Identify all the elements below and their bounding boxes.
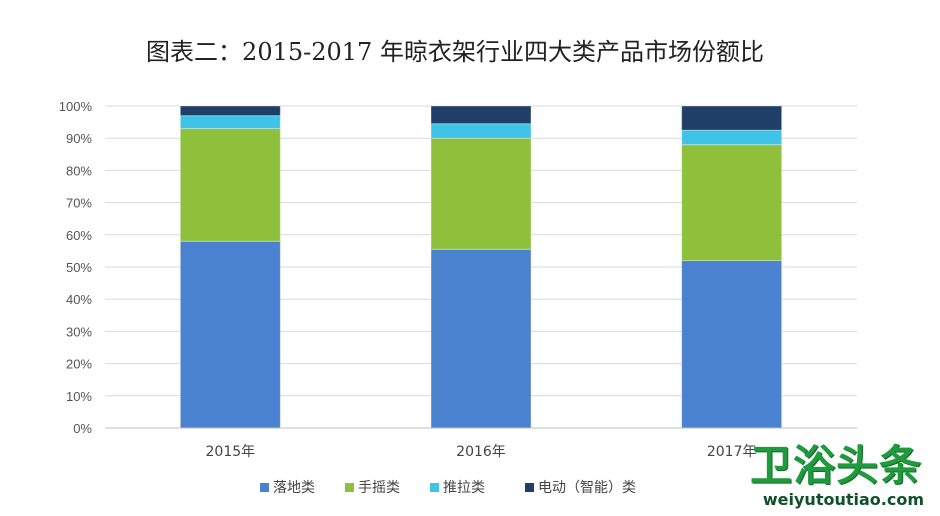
legend-swatch <box>525 483 534 492</box>
chart-legend: 落地类 手摇类 推拉类 电动（智能）类 <box>260 480 636 496</box>
x-tick-label: 2017年 <box>707 444 757 460</box>
bar-segment <box>430 123 532 139</box>
watermark-logo: 卫浴头条 weiyutoutiao.com <box>746 442 932 512</box>
watermark-url: weiyutoutiao.com <box>762 490 924 509</box>
bar-segment <box>681 260 783 429</box>
bar-segment <box>681 129 783 146</box>
y-tick-label: 30% <box>66 324 92 339</box>
x-tick-label: 2016年 <box>456 444 506 460</box>
x-axis-tick-labels: 2015年 2016年 2017年 <box>206 444 757 460</box>
x-tick-label: 2015年 <box>206 444 256 460</box>
y-tick-label: 50% <box>66 260 92 275</box>
legend-label: 电动（智能）类 <box>538 480 636 496</box>
bar-segment <box>179 105 281 117</box>
y-tick-label: 40% <box>66 292 92 307</box>
bar-segment <box>681 105 783 131</box>
y-tick-label: 60% <box>66 228 92 243</box>
bar-segment <box>430 137 532 250</box>
chart-bars <box>105 105 857 429</box>
y-tick-label: 90% <box>66 131 92 146</box>
bar-segment <box>430 105 532 125</box>
bar-segment <box>179 128 281 242</box>
legend-label: 落地类 <box>273 480 315 496</box>
y-tick-label: 0% <box>73 421 92 436</box>
y-tick-label: 20% <box>66 357 92 372</box>
legend-swatch <box>345 483 354 492</box>
legend-label: 手摇类 <box>358 480 400 496</box>
y-tick-label: 80% <box>66 163 92 178</box>
bar-segment <box>430 248 532 429</box>
bar-segment <box>179 240 281 429</box>
legend-swatch <box>430 483 439 492</box>
y-tick-label: 100% <box>59 99 93 114</box>
bar-segment <box>681 144 783 262</box>
y-axis-tick-labels: 0% 10% 20% 30% 40% 50% 60% 70% 80% 90% 100% <box>59 99 93 436</box>
legend-swatch <box>260 483 269 492</box>
watermark-title: 卫浴头条 <box>749 441 922 490</box>
y-tick-label: 10% <box>66 389 92 404</box>
chart-title: 图表二：2015-2017 年晾衣架行业四大类产品市场份额比 <box>146 38 764 66</box>
y-tick-label: 70% <box>66 196 92 211</box>
bar-segment <box>179 115 281 130</box>
legend-label: 推拉类 <box>443 480 485 496</box>
